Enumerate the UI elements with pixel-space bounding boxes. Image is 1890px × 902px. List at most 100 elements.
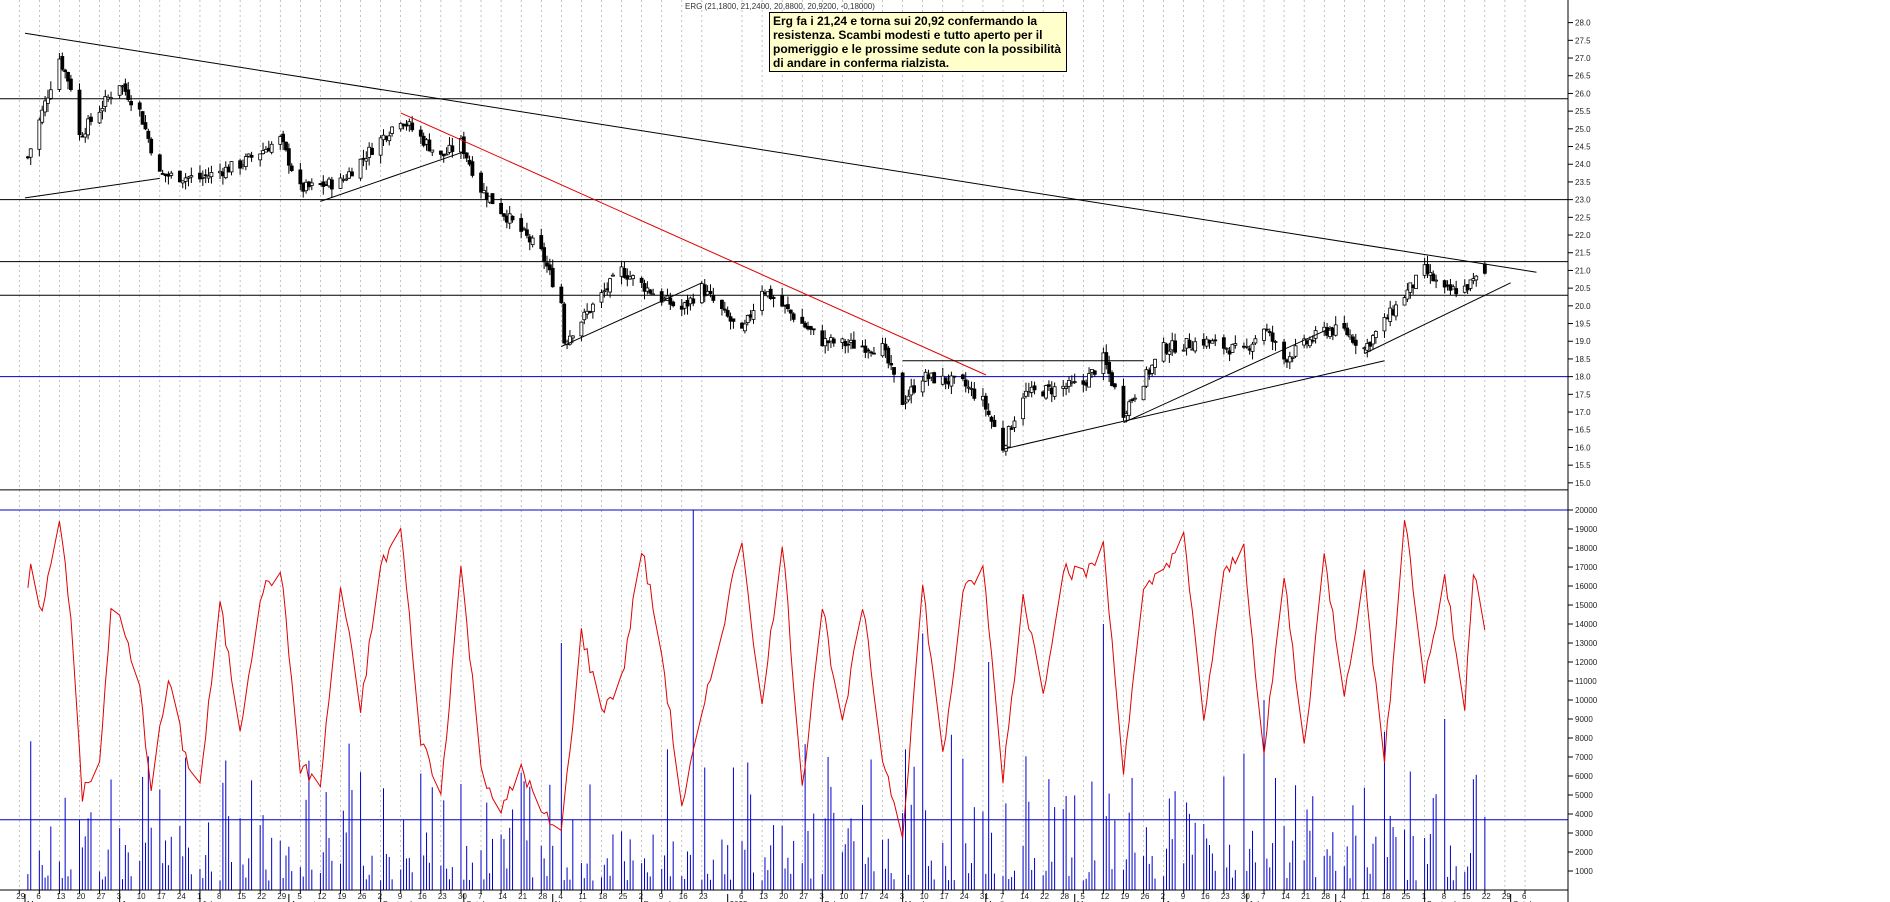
- candle-body: [479, 172, 483, 193]
- candle-body: [639, 277, 644, 283]
- candle-body: [137, 102, 142, 110]
- candle-body: [1442, 280, 1447, 288]
- candle-body: [1112, 383, 1117, 388]
- candle-body: [1414, 274, 1418, 289]
- date-tick-label: 14: [1020, 892, 1029, 901]
- candle-body: [209, 172, 214, 178]
- candle-body: [103, 96, 108, 107]
- candle-body: [1250, 343, 1255, 352]
- volume-tick-label: 14000: [1575, 620, 1598, 629]
- trendline: [24, 32, 1537, 273]
- candle-body: [742, 323, 747, 332]
- candle-body: [949, 375, 954, 387]
- candle-body: [86, 118, 90, 136]
- candle-body: [708, 290, 713, 294]
- candle-body: [206, 175, 211, 179]
- date-tick-label: 6: [739, 892, 744, 901]
- volume-tick-label: 1000: [1575, 867, 1593, 876]
- candle-body: [1333, 324, 1338, 336]
- price-tick-label: 19.5: [1575, 320, 1591, 329]
- candle-body: [1262, 328, 1266, 341]
- month-label: June: [122, 900, 140, 902]
- candle-body: [481, 189, 486, 194]
- candle-body: [811, 328, 816, 331]
- candle-body: [1405, 289, 1410, 300]
- candle-body: [1006, 426, 1011, 448]
- candle-body: [725, 310, 730, 317]
- candle-body: [298, 169, 303, 185]
- candle-body: [238, 160, 243, 169]
- month-label: July: [202, 900, 216, 902]
- candle-body: [157, 154, 162, 172]
- candle-body: [659, 291, 664, 303]
- candle-body: [883, 343, 888, 351]
- candle-body: [1164, 343, 1169, 354]
- header-quote: ERG (21,1800, 21,2400, 20,8800, 20,9200,…: [685, 2, 875, 11]
- candle-body: [768, 288, 773, 299]
- date-tick-label: 25: [1402, 892, 1411, 901]
- candle-body: [863, 345, 868, 353]
- price-tick-label: 23.5: [1575, 178, 1591, 187]
- candle-body: [590, 303, 595, 313]
- price-tick-label: 18.0: [1575, 373, 1591, 382]
- candle-body: [983, 395, 988, 410]
- date-tick-label: 9: [659, 892, 664, 901]
- date-tick-label: 17: [940, 892, 949, 901]
- candle-body: [972, 388, 977, 399]
- candle-body: [109, 97, 113, 100]
- price-tick-label: 26.0: [1575, 89, 1591, 98]
- trendlines: [24, 32, 1537, 450]
- volume-tick-label: 20000: [1575, 506, 1598, 515]
- volume-tick-label: 9000: [1575, 715, 1593, 724]
- candle-body: [602, 290, 607, 293]
- price-tick-label: 26.5: [1575, 72, 1591, 81]
- candle-body: [912, 385, 917, 393]
- candle-body: [183, 177, 188, 182]
- candle-body: [117, 85, 122, 96]
- candle-body: [499, 202, 503, 215]
- date-tick-label: 20: [779, 892, 788, 901]
- candle-body: [1348, 334, 1352, 338]
- date-tick-label: 29: [277, 892, 286, 901]
- candle-body: [691, 298, 696, 304]
- candle-body: [966, 386, 971, 389]
- candle-body: [177, 170, 182, 183]
- candle-body: [1221, 337, 1226, 349]
- candle-body: [186, 176, 191, 179]
- candle-body: [1104, 352, 1109, 366]
- volume-tick-label: 11000: [1575, 677, 1597, 686]
- candle-body: [1021, 397, 1025, 420]
- month-label: October: [466, 900, 495, 902]
- price-tick-label: 16.5: [1575, 426, 1591, 435]
- candle-body: [77, 89, 82, 136]
- date-tick-label: 20: [76, 892, 85, 901]
- candle-body: [889, 363, 894, 366]
- candle-body: [430, 149, 435, 153]
- candle-body: [989, 416, 994, 422]
- date-tick-label: 29: [1502, 892, 1511, 901]
- candle-body: [1371, 335, 1375, 345]
- candle-body: [338, 177, 343, 189]
- candle-body: [826, 340, 830, 344]
- candle-body: [289, 165, 294, 171]
- volume-tick-label: 8000: [1575, 734, 1593, 743]
- month-label: September: [1427, 900, 1466, 902]
- volume-tick-label: 13000: [1575, 639, 1598, 648]
- candle-body: [550, 267, 555, 288]
- candle-body: [892, 367, 896, 375]
- candle-body: [952, 375, 957, 378]
- oscillator-line: [27, 520, 1486, 839]
- price-tick-label: 22.5: [1575, 213, 1591, 222]
- date-tick-label: 9: [398, 892, 403, 901]
- date-tick-label: 17: [859, 892, 868, 901]
- candle-body: [771, 296, 776, 299]
- date-tick-label: 13: [759, 892, 768, 901]
- candle-body: [1382, 317, 1387, 332]
- month-label: June: [1166, 900, 1184, 902]
- candle-body: [1121, 385, 1126, 418]
- candle-body: [243, 156, 248, 167]
- candle-body: [60, 56, 65, 70]
- candle-body: [89, 116, 93, 122]
- candle-body: [427, 139, 432, 152]
